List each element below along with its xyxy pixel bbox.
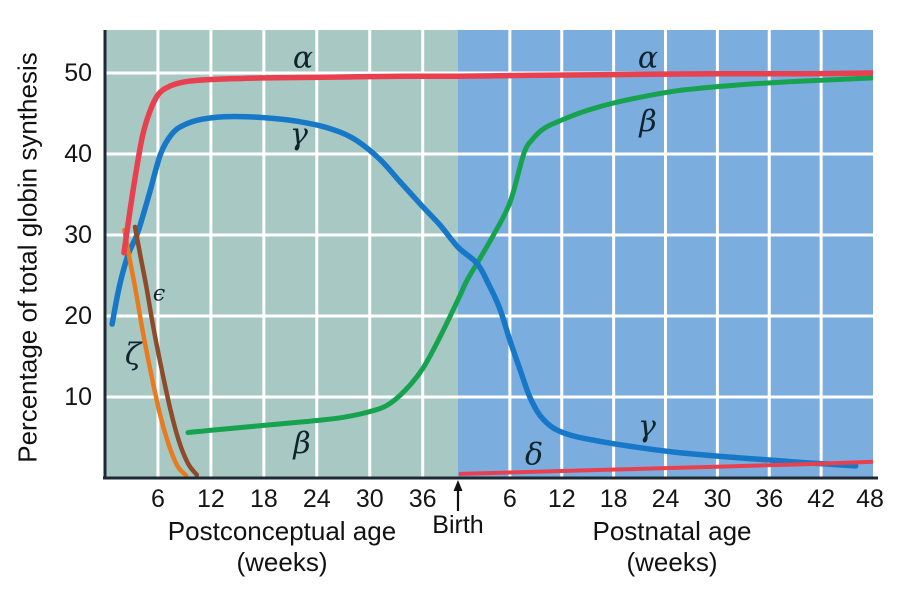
y-tick-label: 30 xyxy=(64,221,92,249)
y-tick-label: 10 xyxy=(64,383,92,411)
x1-title-line1: Postconceptual age xyxy=(167,516,397,546)
epsilon-curve xyxy=(132,224,200,478)
x2-title-line2: (weeks) xyxy=(626,547,718,577)
zeta-label: ζ xyxy=(125,338,143,373)
x1-tick-label: 24 xyxy=(303,485,331,513)
x2-tick-label: 6 xyxy=(503,485,517,513)
y-tick-label: 40 xyxy=(64,140,92,168)
x2-title-line1: Postnatal age xyxy=(592,516,752,546)
curves xyxy=(109,70,873,478)
birth-arrow-head xyxy=(453,480,463,491)
x2-tick-label: 42 xyxy=(807,485,835,513)
x1-axis-title: Postconceptual age (weeks) xyxy=(82,516,482,578)
zeta-curve xyxy=(122,227,189,478)
delta-curve xyxy=(458,459,873,476)
x2-tick-label: 24 xyxy=(652,485,680,513)
y-axis-title: Percentage of total globin synthesis xyxy=(12,52,43,463)
prenatal-region xyxy=(105,30,458,478)
x2-axis-title: Postnatal age (weeks) xyxy=(472,516,872,578)
beta-label: β xyxy=(638,105,656,140)
alpha-label: α xyxy=(638,41,658,76)
x2-tick-label: 48 xyxy=(856,485,884,513)
x1-tick-label: 12 xyxy=(197,485,225,513)
x2-tick-label: 12 xyxy=(548,485,576,513)
y-tick-label: 50 xyxy=(64,59,92,87)
gamma-label: γ xyxy=(638,410,656,445)
axes xyxy=(103,30,878,480)
epsilon-label: ϵ xyxy=(153,282,165,307)
birth-label: Birth xyxy=(432,511,484,539)
y-tick-label: 20 xyxy=(64,302,92,330)
alpha-curve xyxy=(121,70,873,256)
x2-tick-label: 36 xyxy=(755,485,783,513)
beta-label: β xyxy=(292,427,310,462)
alpha-label: α xyxy=(293,41,313,76)
curve-labels: α α γ γ β β δ ϵ ζ xyxy=(125,41,658,473)
beta-curve xyxy=(185,75,873,436)
delta-label: δ xyxy=(525,438,543,473)
x1-title-line2: (weeks) xyxy=(236,547,328,577)
birth-arrow-icon xyxy=(453,480,463,511)
x1-tick-label: 30 xyxy=(356,485,384,513)
gridlines xyxy=(105,30,873,478)
gamma-curve xyxy=(109,113,859,469)
y-tick-labels: 10 20 30 40 50 xyxy=(64,59,92,411)
x2-tick-label: 18 xyxy=(600,485,628,513)
gamma-label: γ xyxy=(290,118,308,153)
x1-tick-label: 18 xyxy=(250,485,278,513)
x1-tick-label: 36 xyxy=(409,485,437,513)
x2-tick-labels: 6 12 18 24 30 36 42 48 xyxy=(503,485,884,513)
x1-tick-label: 6 xyxy=(151,485,165,513)
x1-tick-labels: 6 12 18 24 30 36 xyxy=(151,485,437,513)
x2-tick-label: 30 xyxy=(703,485,731,513)
